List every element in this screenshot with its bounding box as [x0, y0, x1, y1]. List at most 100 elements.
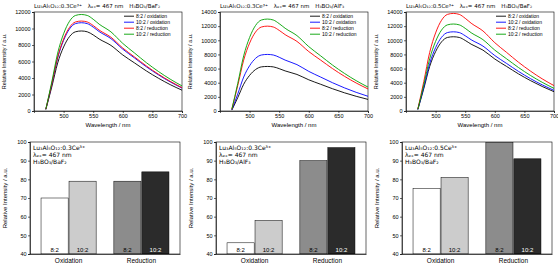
series-label: 8:2: [123, 247, 132, 253]
tick: 40: [20, 251, 30, 257]
tick-label: 100: [389, 139, 398, 145]
bar-chart: OxidationReduction4050607080901008:28:21…: [188, 139, 367, 263]
series-label: 8:2: [50, 247, 59, 253]
annotation: H₃BO₃/BaF₂: [501, 3, 532, 9]
legend-swatch: [124, 16, 134, 17]
tick: 650: [520, 111, 529, 119]
tick-label: 650: [148, 113, 157, 119]
x-axis: 500550600650700: [35, 111, 188, 119]
tick: 6000: [18, 59, 34, 65]
tick: 50: [20, 233, 30, 239]
plot-area: [232, 19, 368, 110]
x-axis: 500550600650700: [407, 111, 558, 119]
series-line: [46, 23, 182, 110]
tick-label: 650: [520, 113, 529, 119]
bar-labels: 8:28:210:210:2: [50, 247, 161, 253]
plot-frame: [406, 12, 554, 111]
tick-label: 500: [246, 113, 255, 119]
annotation: λₑₓ= 467 nm: [274, 3, 309, 9]
tick-label: 50: [206, 233, 212, 239]
x-axis-title: Wavelength / nm: [86, 122, 131, 128]
title: Lu₃Al₅O₁₂:0.3Ce³⁺: [34, 3, 82, 9]
tick-label: 0: [27, 108, 30, 114]
bar: [69, 181, 96, 254]
line-chart: 5005506006507000200040006000800010000120…: [1, 3, 187, 128]
x-axis-title: Wavelength / nm: [458, 122, 503, 128]
series-label: 10:2: [263, 247, 275, 253]
tick-label: 600: [491, 113, 500, 119]
tick: 40: [206, 251, 216, 257]
tick-label: 4000: [390, 80, 402, 86]
y-axis: 02000400060008000100001200014000: [387, 9, 406, 114]
y-axis: 405060708090100: [203, 139, 216, 257]
tick: 700: [364, 111, 373, 119]
legend: 8:2 / oxidation10:2 / oxidation8:2 / red…: [124, 13, 171, 37]
tick-label: 50: [392, 233, 398, 239]
series-label: 8:2: [236, 247, 245, 253]
x-axis-line: [407, 112, 555, 114]
series-line: [232, 66, 368, 110]
series-line: [46, 31, 182, 109]
tick: 4000: [18, 75, 34, 81]
tick: 550: [89, 111, 98, 119]
legend-label: 10:2 / reduction: [322, 31, 357, 37]
legend-label: 10:2 / reduction: [136, 31, 171, 37]
tick-label: 90: [392, 158, 398, 164]
tick: Reduction: [127, 254, 157, 264]
plot-frame: [216, 142, 366, 254]
tick: 650: [334, 111, 343, 119]
tick: 0: [213, 108, 220, 114]
tick: 8000: [390, 52, 406, 58]
tick-label: 40: [206, 251, 212, 257]
tick: 0: [399, 108, 406, 114]
plot-area: [41, 172, 169, 254]
tick-label: Reduction: [313, 257, 343, 264]
tick: 70: [20, 195, 30, 201]
tick: 8000: [18, 42, 34, 48]
tick: 12000: [15, 9, 34, 15]
tick: 50: [206, 233, 216, 239]
tick-label: 90: [206, 158, 212, 164]
tick-label: 12000: [201, 23, 216, 29]
tick-label: Reduction: [127, 257, 157, 264]
legend-swatch: [310, 22, 320, 23]
tick: 40: [392, 251, 402, 257]
series-label: 10:2: [150, 247, 162, 253]
bar: [300, 161, 327, 254]
tick: 70: [206, 195, 216, 201]
x-axis: 500550600650700: [221, 111, 374, 119]
legend: 8:2 / oxidation10:2 / oxidation8:2 / red…: [310, 13, 357, 37]
series-label: 8:2: [309, 247, 318, 253]
tick-label: 8000: [204, 52, 216, 58]
annotation: λₑₓ= 467 nm: [33, 151, 72, 158]
tick-label: Oxidation: [241, 257, 269, 264]
tick-label: 700: [364, 113, 373, 119]
tick-label: 10000: [201, 38, 216, 44]
tick: 600: [491, 111, 500, 119]
tick-label: 4000: [204, 80, 216, 86]
bar-labels: 8:28:210:210:2: [422, 247, 533, 253]
x-axis: Oxidation Reduction: [31, 254, 181, 264]
title: Lu₃Al₅O₁₂:0.3Ce³⁺: [220, 3, 268, 9]
tick-label: 60: [206, 214, 212, 220]
y-axis-title: Relative Intensity / a.u.: [373, 33, 379, 89]
tick-label: 500: [432, 113, 441, 119]
series-line: [46, 14, 182, 109]
annotation: H₃BO₃/AlF₃: [219, 158, 251, 165]
bar: [328, 148, 355, 254]
annotation: λₑₓ= 467 nm: [405, 151, 444, 158]
tick-label: 50: [20, 233, 26, 239]
tick: Oxidation: [55, 254, 83, 264]
bar: [255, 220, 282, 254]
legend-swatch: [496, 28, 506, 29]
tick: 700: [178, 111, 187, 119]
tick: 90: [20, 158, 30, 164]
series-label: 10:2: [336, 247, 348, 253]
tick: 4000: [204, 80, 220, 86]
x-axis-line: [221, 112, 369, 114]
tick: 12000: [201, 23, 220, 29]
bar: [114, 181, 141, 254]
tick: 10000: [387, 38, 406, 44]
bar-labels: 8:2 8:2 10:2 10:2: [236, 247, 347, 253]
tick-label: 90: [20, 158, 26, 164]
